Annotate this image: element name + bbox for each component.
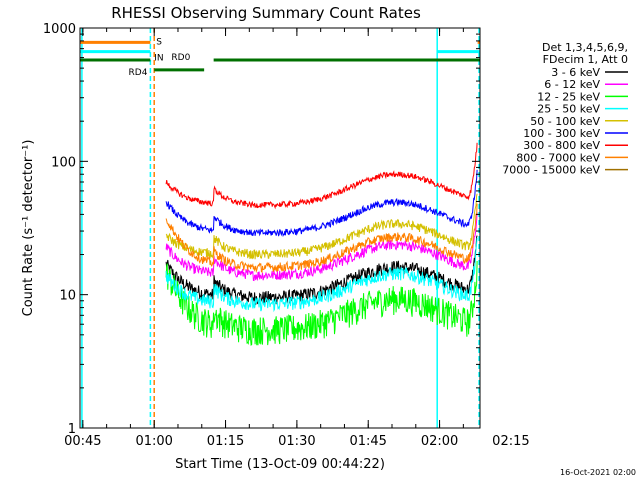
y-tick-label-3: 1000 <box>43 22 76 37</box>
legend-label-7: 800 - 7000 keV <box>516 151 600 164</box>
series-line-1 <box>165 212 478 282</box>
x-tick-label-5: 02:00 <box>421 434 458 449</box>
legend-label-5: 100 - 300 keV <box>523 127 600 140</box>
y-axis-label: Count Rate (s⁻¹ detector⁻¹) <box>21 140 36 317</box>
legend-label-0: 3 - 6 keV <box>551 66 600 79</box>
y-tick-label-2: 100 <box>51 155 76 170</box>
legend-label-8: 7000 - 15000 keV <box>502 164 600 177</box>
legend-label-1: 6 - 12 keV <box>544 78 600 91</box>
plot-frame <box>79 27 481 429</box>
legend-label-2: 12 - 25 keV <box>537 90 600 103</box>
legend-label-6: 300 - 800 keV <box>523 139 600 152</box>
flag-label-rd0: RD0 <box>171 53 190 63</box>
x-tick-label-2: 01:15 <box>207 434 244 449</box>
legend-header-0: Det 1,3,4,5,6,9, <box>542 41 628 54</box>
x-axis-label: Start Time (13-Oct-09 00:44:22) <box>175 457 385 472</box>
flag-label-rd4: RD4 <box>129 68 148 78</box>
legend-header-1: FDecim 1, Att 0 <box>543 53 628 66</box>
plot-layer: S IN RD0 RD4 <box>80 28 480 428</box>
y-tick-label-1: 10 <box>59 289 76 304</box>
flag-label-s: S <box>156 37 162 47</box>
legend-label-4: 50 - 100 keV <box>530 115 600 128</box>
x-tick-label-1: 01:00 <box>135 434 172 449</box>
x-tick-label-4: 01:45 <box>349 434 386 449</box>
series-line-6 <box>165 142 478 210</box>
legend: Det 1,3,4,5,6,9,FDecim 1, Att 03 - 6 keV… <box>502 41 628 177</box>
series-line-4 <box>165 193 478 260</box>
flag-label-in: IN <box>154 54 163 64</box>
x-tick-label-0: 00:45 <box>64 434 101 449</box>
series-line-2 <box>165 260 478 346</box>
legend-label-3: 25 - 50 keV <box>537 103 600 116</box>
series-line-5 <box>165 169 478 238</box>
footer-timestamp: 16-Oct-2021 02:00 <box>560 468 636 477</box>
series-line-7 <box>165 203 478 274</box>
chart-title: RHESSI Observing Summary Count Rates <box>111 4 421 22</box>
y-tick-label-0: 1 <box>68 422 76 437</box>
x-tick-label-6: 02:15 <box>492 434 529 449</box>
axis-layer: 00:45 01:00 01:15 01:30 01:45 02:00 02:15 1 10 10… <box>43 22 530 449</box>
x-tick-label-3: 01:30 <box>278 434 315 449</box>
series-line-3 <box>165 237 478 313</box>
